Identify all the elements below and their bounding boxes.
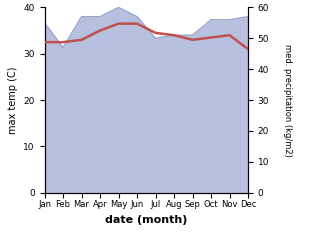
X-axis label: date (month): date (month) <box>105 215 188 225</box>
Y-axis label: max temp (C): max temp (C) <box>8 66 18 134</box>
Y-axis label: med. precipitation (kg/m2): med. precipitation (kg/m2) <box>283 44 292 156</box>
